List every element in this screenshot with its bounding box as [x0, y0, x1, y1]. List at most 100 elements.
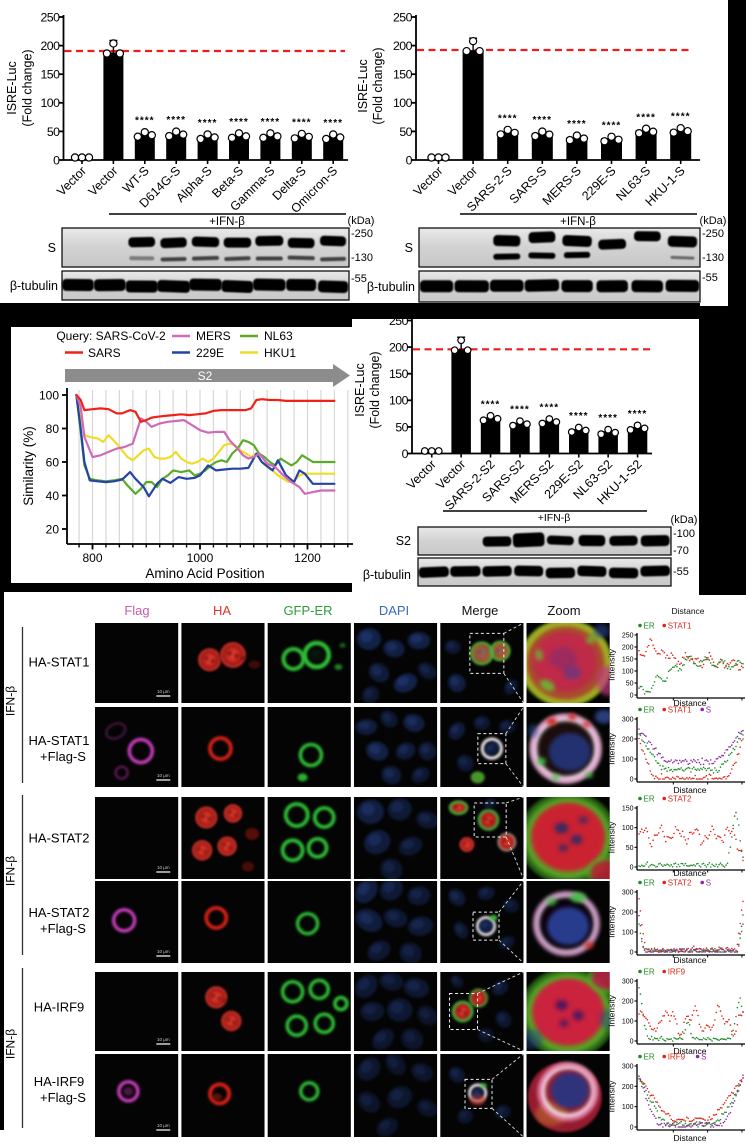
svg-text:150: 150 [622, 657, 634, 664]
svg-text:-55: -55 [673, 566, 689, 578]
svg-text:ISRE-Luc: ISRE-Luc [356, 59, 370, 113]
svg-text:(Fold change): (Fold change) [368, 351, 382, 428]
svg-text:Similarity (%): Similarity (%) [21, 426, 36, 506]
svg-text:HA-STAT2: HA-STAT2 [29, 831, 90, 846]
svg-text:NL63: NL63 [264, 329, 293, 343]
svg-text:Flag: Flag [124, 603, 149, 618]
svg-text:ER: ER [644, 1052, 655, 1061]
svg-text:(kDa): (kDa) [671, 514, 698, 526]
svg-text:-250: -250 [351, 228, 373, 240]
svg-text:50: 50 [626, 845, 634, 852]
svg-text:0: 0 [630, 777, 634, 784]
svg-text:10 μm: 10 μm [157, 1123, 170, 1128]
svg-text:IRF9: IRF9 [668, 967, 686, 976]
svg-text:200: 200 [622, 999, 634, 1006]
svg-text:Intensity: Intensity [607, 994, 617, 1026]
svg-text:Zoom: Zoom [547, 603, 580, 618]
svg-text:300: 300 [622, 1064, 634, 1071]
svg-text:Distance: Distance [673, 785, 706, 795]
svg-text:100: 100 [622, 1104, 634, 1111]
svg-text:ISRE-Luc: ISRE-Luc [5, 61, 19, 115]
svg-text:β-tubulin: β-tubulin [363, 568, 411, 582]
svg-text:HKU1: HKU1 [264, 346, 296, 360]
svg-text:-130: -130 [702, 252, 724, 264]
svg-text:β-tubulin: β-tubulin [10, 279, 58, 293]
svg-text:****: **** [166, 115, 186, 126]
svg-text:100: 100 [622, 930, 634, 937]
svg-text:Distance: Distance [673, 1133, 706, 1143]
svg-text:HA-STAT2: HA-STAT2 [29, 905, 90, 920]
svg-text:****: **** [261, 117, 281, 128]
svg-text:100: 100 [622, 825, 634, 832]
svg-text:100: 100 [622, 757, 634, 764]
svg-text:100: 100 [389, 394, 409, 408]
svg-text:229E: 229E [196, 346, 224, 360]
svg-text:Distance: Distance [671, 606, 704, 616]
svg-text:50: 50 [47, 125, 60, 139]
svg-text:S: S [706, 878, 711, 887]
svg-text:GFP-ER: GFP-ER [283, 603, 332, 618]
svg-text:HA: HA [213, 603, 231, 618]
svg-text:800: 800 [82, 551, 102, 565]
svg-text:-250: -250 [702, 228, 724, 240]
svg-text:HA-STAT1: HA-STAT1 [29, 655, 90, 670]
svg-text:-130: -130 [351, 252, 373, 264]
svg-text:DAPI: DAPI [379, 603, 409, 618]
svg-text:IFN-β: IFN-β [4, 856, 18, 886]
svg-text:Intensity: Intensity [607, 732, 617, 764]
svg-text:0: 0 [630, 693, 634, 700]
svg-text:****: **** [636, 112, 656, 123]
svg-text:300: 300 [622, 890, 634, 897]
svg-text:0: 0 [630, 865, 634, 872]
svg-text:HA-IRF9: HA-IRF9 [34, 1000, 85, 1015]
svg-text:-55: -55 [702, 272, 718, 284]
svg-text:****: **** [533, 115, 553, 126]
svg-text:20: 20 [46, 522, 60, 536]
svg-text:****: **** [198, 118, 218, 129]
svg-text:HA-IRF9: HA-IRF9 [34, 1074, 85, 1089]
svg-text:0: 0 [406, 153, 413, 167]
svg-text:200: 200 [622, 645, 634, 652]
svg-text:Query: SARS-CoV-2: Query: SARS-CoV-2 [56, 329, 166, 343]
svg-text:Distance: Distance [673, 1046, 706, 1056]
svg-text:0: 0 [630, 950, 634, 957]
svg-text:****: **** [481, 399, 501, 410]
svg-text:-100: -100 [673, 528, 695, 540]
svg-text:10 μm: 10 μm [157, 773, 170, 778]
svg-text:+Flag-S: +Flag-S [40, 921, 86, 936]
svg-text:+Flag-S: +Flag-S [40, 749, 86, 764]
svg-text:STAT1: STAT1 [668, 621, 692, 630]
svg-text:****: **** [135, 116, 155, 127]
svg-text:50: 50 [399, 125, 412, 139]
svg-text:0: 0 [53, 153, 60, 167]
svg-text:250: 250 [389, 314, 409, 328]
svg-text:100: 100 [39, 388, 59, 402]
svg-text:Merge: Merge [462, 603, 499, 618]
svg-text:ER: ER [644, 621, 655, 630]
svg-text:200: 200 [393, 39, 413, 53]
svg-text:****: **** [569, 411, 589, 422]
svg-text:-70: -70 [673, 545, 689, 557]
svg-text:300: 300 [622, 979, 634, 986]
svg-text:****: **** [540, 403, 560, 414]
svg-text:40: 40 [46, 489, 60, 503]
svg-text:80: 80 [46, 422, 60, 436]
svg-text:100: 100 [622, 669, 634, 676]
svg-text:****: **** [567, 119, 587, 130]
svg-text:β-tubulin: β-tubulin [367, 280, 415, 294]
svg-text:Intensity: Intensity [607, 648, 617, 680]
svg-text:200: 200 [389, 341, 409, 355]
svg-text:-55: -55 [351, 273, 367, 285]
svg-text:ER: ER [644, 967, 655, 976]
svg-text:200: 200 [622, 910, 634, 917]
svg-text:****: **** [671, 112, 691, 123]
svg-text:200: 200 [622, 1084, 634, 1091]
svg-text:****: **** [229, 117, 249, 128]
svg-text:+IFN-β: +IFN-β [209, 216, 245, 228]
svg-text:****: **** [628, 409, 648, 420]
svg-text:10 μm: 10 μm [157, 949, 170, 954]
svg-text:150: 150 [40, 68, 60, 82]
svg-text:0: 0 [402, 447, 409, 461]
svg-text:ER: ER [644, 705, 655, 714]
svg-text:100: 100 [40, 96, 60, 110]
